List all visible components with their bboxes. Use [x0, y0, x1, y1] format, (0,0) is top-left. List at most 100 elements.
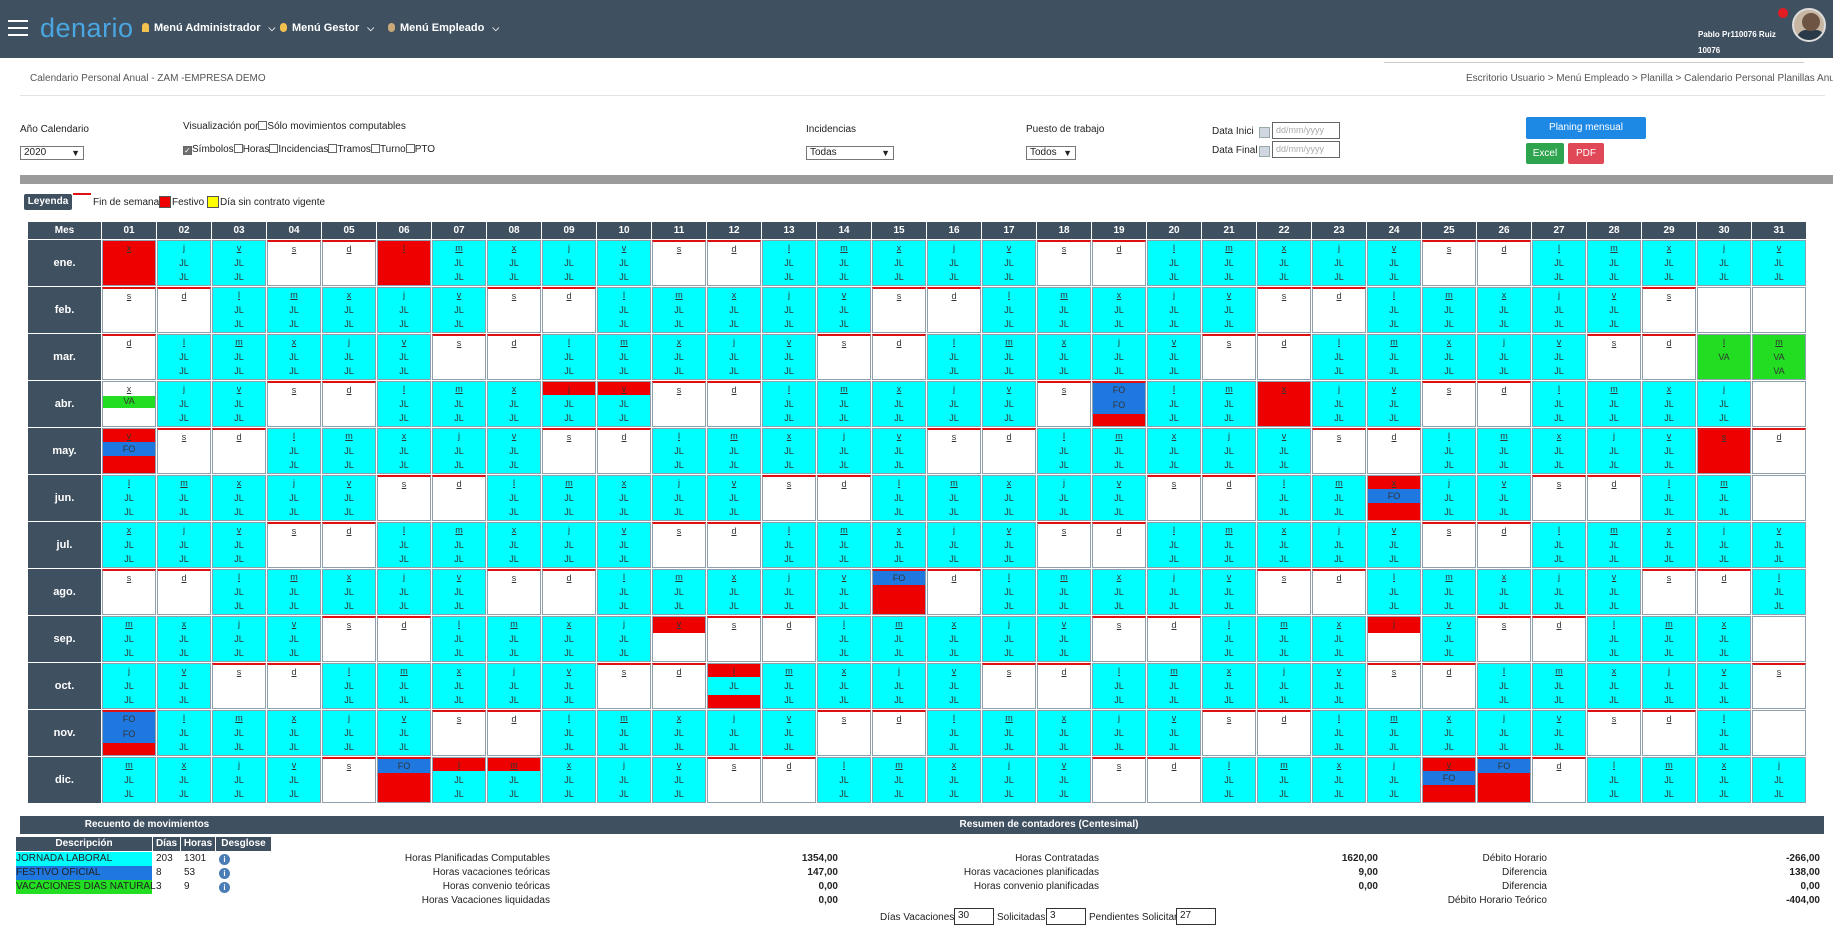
solicitadas-input[interactable]: 3 [1046, 908, 1086, 925]
menu-empleado[interactable]: Menú Empleado ⌵ [388, 22, 499, 34]
calendar-day-cell[interactable]: s [102, 287, 156, 333]
calendar-day-cell[interactable]: l JL JL [762, 381, 816, 427]
calendar-day-cell[interactable]: v JL JL [817, 287, 871, 333]
calendar-day-cell[interactable]: m JL JL [1257, 616, 1311, 662]
calendar-day-cell[interactable]: l JL JL [1202, 757, 1256, 803]
calendar-day-cell[interactable]: v JL JL [1752, 522, 1806, 568]
calendar-day-cell[interactable]: m JL JL [817, 240, 871, 286]
calendar-day-cell[interactable]: l JL JL [102, 475, 156, 521]
calendar-day-cell[interactable]: v JL JL [267, 616, 321, 662]
calendar-day-cell[interactable]: l JL JL [432, 616, 486, 662]
calendar-day-cell[interactable]: x JL JL [872, 240, 926, 286]
calendar-day-cell[interactable]: x JL JL [1422, 334, 1476, 380]
calendar-day-cell[interactable]: d [1477, 240, 1531, 286]
calendar-day-cell[interactable]: d [212, 428, 266, 474]
calendar-day-cell[interactable]: x JL JL [267, 710, 321, 756]
calendar-day-cell[interactable]: l JL JL [1147, 522, 1201, 568]
calendar-day-cell[interactable]: FO [1477, 757, 1531, 803]
calendar-day-cell[interactable]: l JL JL [157, 334, 211, 380]
calendar-day-cell[interactable]: m VA VA [1752, 334, 1806, 380]
calendar-day-cell[interactable]: v JL JL [982, 240, 1036, 286]
calendar-day-cell[interactable]: l JL JL [1422, 428, 1476, 474]
calendar-day-cell[interactable]: m JL JL [707, 428, 761, 474]
calendar-day-cell[interactable]: d [322, 240, 376, 286]
calendar-day-cell[interactable]: FO FO [102, 710, 156, 756]
calendar-day-cell[interactable]: j JL JL [927, 522, 981, 568]
calendar-day-cell[interactable]: s [432, 334, 486, 380]
calendar-day-cell[interactable]: x JL JL [1697, 757, 1751, 803]
calendar-day-cell[interactable]: l JL JL [762, 240, 816, 286]
calendar-day-cell[interactable]: x JL JL [322, 287, 376, 333]
calendar-day-cell[interactable]: d [1367, 428, 1421, 474]
calendar-day-cell[interactable]: d [1422, 663, 1476, 709]
calendar-day-cell[interactable]: j JL JL [1147, 569, 1201, 615]
calendar-day-cell[interactable]: l JL JL [982, 287, 1036, 333]
calendar-day-cell[interactable]: s [157, 428, 211, 474]
calendar-day-cell[interactable]: x JL JL [872, 381, 926, 427]
calendar-day-cell[interactable]: m JL JL [1257, 757, 1311, 803]
calendar-day-cell[interactable]: v JL JL [1257, 428, 1311, 474]
calendar-day-cell[interactable]: d [157, 287, 211, 333]
calendar-day-cell[interactable]: s [1422, 240, 1476, 286]
calendar-day-cell[interactable]: d [762, 757, 816, 803]
calendar-day-cell[interactable]: d [872, 710, 926, 756]
calendar-day-cell[interactable]: FO FO [1092, 381, 1146, 427]
calendar-day-cell[interactable]: m JL JL [652, 287, 706, 333]
calendar-day-cell[interactable]: j JL JL [597, 757, 651, 803]
calendar-day-cell[interactable]: m JL JL [212, 334, 266, 380]
calendar-day-cell[interactable]: s [927, 428, 981, 474]
calendar-day-cell[interactable]: v JL JL [1092, 475, 1146, 521]
calendar-day-cell[interactable]: x JL JL [872, 522, 926, 568]
calendar-day-cell[interactable]: x JL JL [927, 616, 981, 662]
calendar-day-cell[interactable] [1752, 616, 1806, 662]
pto-checkbox[interactable] [405, 144, 415, 153]
calendar-day-cell[interactable]: j JL JL [1422, 475, 1476, 521]
calendar-day-cell[interactable]: j JL JL [542, 522, 596, 568]
info-icon[interactable]: i [219, 868, 230, 879]
calendar-day-cell[interactable]: j JL JL [487, 663, 541, 709]
calendar-day-cell[interactable]: m JL JL [1587, 522, 1641, 568]
calendar-day-cell[interactable]: d [1752, 428, 1806, 474]
calendar-day-cell[interactable]: x JL JL [1147, 428, 1201, 474]
calendar-day-cell[interactable]: l JL JL [212, 569, 266, 615]
calendar-day-cell[interactable]: v JL JL [1532, 334, 1586, 380]
calendar-day-cell[interactable]: x JL JL [597, 475, 651, 521]
calendar-day-cell[interactable]: m JL JL [872, 616, 926, 662]
calendar-day-cell[interactable]: s [597, 663, 651, 709]
calendar-day-cell[interactable]: m JL JL [1037, 287, 1091, 333]
calendar-day-cell[interactable]: j [1367, 616, 1421, 662]
calendar-day-cell[interactable]: d [542, 287, 596, 333]
calendar-day-cell[interactable]: l JL JL [377, 381, 431, 427]
calendar-day-cell[interactable]: x JL JL [1037, 710, 1091, 756]
calendar-day-cell[interactable]: d [322, 381, 376, 427]
calendar-day-cell[interactable]: s [1312, 428, 1366, 474]
avatar[interactable] [1792, 8, 1826, 42]
calendar-day-cell[interactable]: v JL JL [542, 663, 596, 709]
calendar-day-cell[interactable]: m JL JL [267, 569, 321, 615]
calendar-day-cell[interactable]: j JL JL [1587, 428, 1641, 474]
only-computable-checkbox[interactable] [258, 121, 268, 130]
calendar-day-cell[interactable]: s [1037, 240, 1091, 286]
calendar-day-cell[interactable]: m JL JL [872, 757, 926, 803]
calendar-day-cell[interactable]: v JL JL [982, 522, 1036, 568]
calendar-day-cell[interactable]: d [1697, 569, 1751, 615]
calendar-day-cell[interactable]: j JL JL [1532, 287, 1586, 333]
calendar-day-cell[interactable]: v JL JL [377, 710, 431, 756]
calendar-day-cell[interactable]: m JL JL [1202, 240, 1256, 286]
calendar-day-cell[interactable]: s [982, 663, 1036, 709]
calendar-day-cell[interactable]: s [267, 240, 321, 286]
calendar-day-cell[interactable]: j JL JL [1147, 287, 1201, 333]
calendar-day-cell[interactable]: s [762, 475, 816, 521]
calendar-day-cell[interactable]: d [487, 710, 541, 756]
calendar-day-cell[interactable]: x JL JL [212, 475, 266, 521]
calendar-day-cell[interactable]: d [1202, 475, 1256, 521]
calendar-day-cell[interactable]: d [927, 569, 981, 615]
calendar-day-cell[interactable]: s [872, 287, 926, 333]
calendar-day-cell[interactable]: x JL JL [1642, 240, 1696, 286]
calendar-day-cell[interactable]: v JL JL [1202, 569, 1256, 615]
menu-administrador[interactable]: Menú Administrador ⌵ [142, 22, 275, 34]
info-icon[interactable]: i [219, 854, 230, 865]
calendar-day-cell[interactable]: l JL JL [982, 569, 1036, 615]
calendar-day-cell[interactable]: d [1257, 334, 1311, 380]
calendar-day-cell[interactable]: l JL JL [927, 710, 981, 756]
